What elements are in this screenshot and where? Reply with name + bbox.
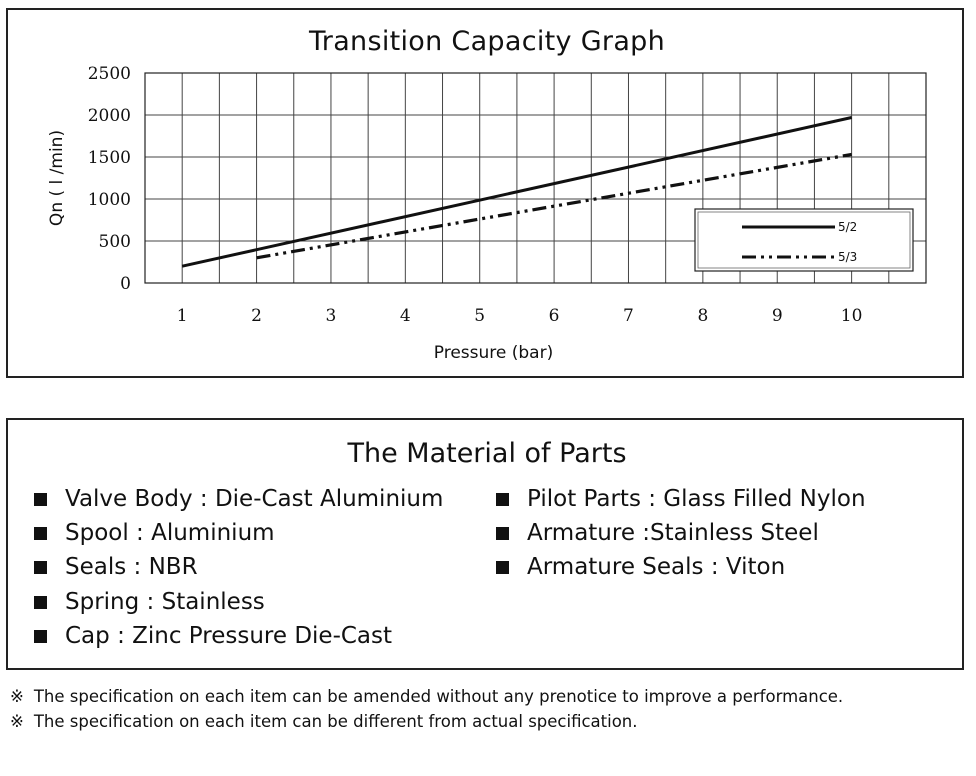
square-bullet-icon <box>496 492 509 506</box>
material-text: Pilot Parts : Glass Filled Nylon <box>527 486 866 512</box>
material-item: Seals : NBR <box>34 554 198 580</box>
legend-box <box>694 208 914 272</box>
square-bullet-icon <box>34 595 47 609</box>
material-item: Armature :Stainless Steel <box>496 520 819 546</box>
material-item: Spool : Aluminium <box>34 520 275 546</box>
plot-frame <box>144 72 927 284</box>
footnote-text: The specification on each item can be di… <box>33 712 638 731</box>
footnote: ※ The specification on each item can be a… <box>10 684 843 709</box>
material-item: Spring : Stainless <box>34 589 265 615</box>
series-line-5-3 <box>256 152 852 260</box>
y-tick-label: 0 <box>120 274 131 294</box>
material-item: Pilot Parts : Glass Filled Nylon <box>496 486 866 512</box>
material-item: Valve Body : Die-Cast Aluminium <box>34 486 443 512</box>
capacity-chart: 0 500 1000 1500 2000 2500 1 2 3 4 5 6 7 8 9 10 Pressure … <box>47 64 927 363</box>
x-tick-label: 2 <box>251 306 262 326</box>
chart-panel: Transition Capacity Graph 0 500 1000 1500 20… <box>6 8 964 378</box>
footnote-text: The specification on each item can be am… <box>33 687 844 706</box>
y-axis-label: Qn ( l /min) <box>47 130 67 226</box>
x-tick-label: 1 <box>177 306 188 326</box>
footnote: ※ The specification on each item can be d… <box>10 709 843 734</box>
x-tick-label: 4 <box>400 306 411 326</box>
series-line-5-2 <box>181 116 852 268</box>
square-bullet-icon <box>34 629 47 643</box>
chart-title: Transition Capacity Graph <box>308 26 666 57</box>
footnotes: ※ The specification on each item can be a… <box>10 684 843 734</box>
material-item: Armature Seals : Viton <box>496 554 785 580</box>
x-tick-label: 6 <box>549 306 560 326</box>
material-text: Valve Body : Die-Cast Aluminium <box>65 486 444 512</box>
x-tick-label: 8 <box>697 306 708 326</box>
y-tick-label: 2500 <box>88 64 131 84</box>
x-tick-label: 10 <box>841 306 863 326</box>
materials-panel: The Material of Parts Valve Body : Die-C… <box>6 418 964 670</box>
material-text: Spool : Aluminium <box>65 520 275 546</box>
square-bullet-icon <box>34 492 47 506</box>
x-tick-label: 7 <box>623 306 634 326</box>
y-tick-label: 1500 <box>88 148 131 168</box>
square-bullet-icon <box>496 560 509 574</box>
square-bullet-icon <box>34 526 47 540</box>
y-tick-label: 2000 <box>88 106 131 126</box>
square-bullet-icon <box>34 560 47 574</box>
material-text: Spring : Stainless <box>65 589 265 615</box>
y-tick-label: 500 <box>99 232 131 252</box>
x-axis-label: Pressure (bar) <box>434 343 553 363</box>
legend-inner-border <box>697 211 911 269</box>
x-tick-label: 5 <box>474 306 485 326</box>
material-item: Cap : Zinc Pressure Die-Cast <box>34 623 392 649</box>
material-text: Seals : NBR <box>65 554 198 580</box>
legend-label: 5/3 <box>838 250 857 264</box>
material-text: Cap : Zinc Pressure Die-Cast <box>65 623 393 649</box>
x-tick-label: 3 <box>326 306 337 326</box>
reference-mark-icon: ※ <box>10 712 24 731</box>
material-text: Armature :Stainless Steel <box>527 520 819 546</box>
legend-label: 5/2 <box>838 220 857 234</box>
materials-title: The Material of Parts <box>347 438 627 469</box>
reference-mark-icon: ※ <box>10 687 24 706</box>
x-tick-label: 9 <box>772 306 783 326</box>
square-bullet-icon <box>496 526 509 540</box>
y-tick-label: 1000 <box>88 190 131 210</box>
material-text: Armature Seals : Viton <box>527 554 786 580</box>
